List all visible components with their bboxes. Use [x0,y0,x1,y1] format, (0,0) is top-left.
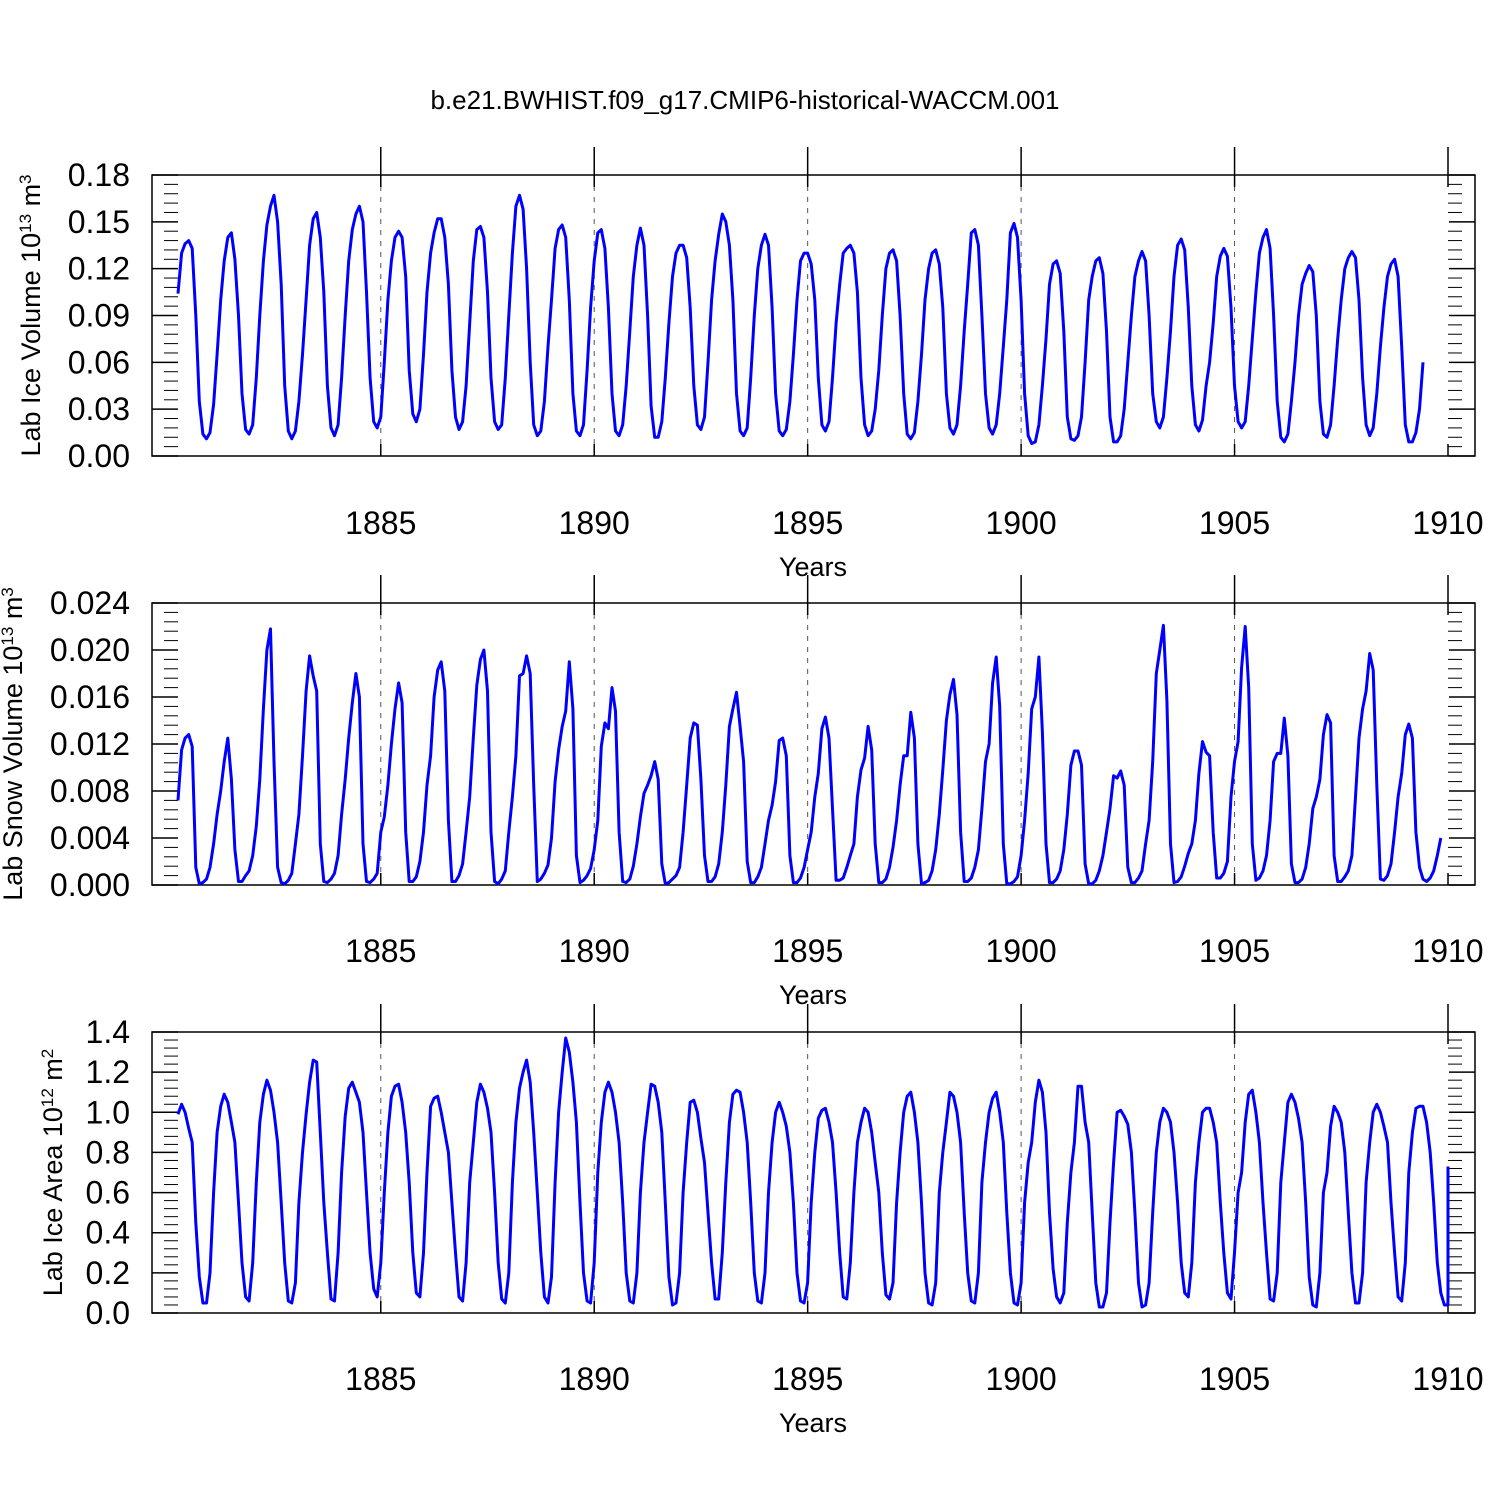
y-axis-label: Lab Ice Volume 1013 m3 [16,174,47,456]
panel-ice-area: 0.0 0.2 0.4 0.6 0.8 1.0 1.2 1.4 1885 1890 1895 1900… [38,1004,1484,1438]
x-tick-label: 1895 [772,505,843,541]
panel-ice-volume: 0.00 0.03 0.06 0.09 0.12 0.15 0.18 1885 1890 1895… [16,147,1484,582]
plot-frame [151,602,1476,886]
panel-snow-volume: 0.000 0.004 0.008 0.012 0.016 0.020 0.024 1885 1… [0,575,1484,1010]
x-tick-label: 1895 [772,1361,843,1397]
x-tick-label: 1895 [772,933,843,969]
y-tick-label: 0.06 [68,344,130,380]
y-axis-label: Lab Ice Area 1012 m2 [38,1049,69,1297]
y-axis-label-text: Lab Ice Volume 10 [16,233,46,457]
x-tick-label: 1890 [559,933,630,969]
y-tick-label: 1.4 [86,1014,130,1050]
x-tick-label: 1900 [986,505,1057,541]
x-axis-label: Years [779,1408,847,1438]
y-tick-label: 0.12 [68,251,130,287]
x-tick-label: 1910 [1412,505,1483,541]
y-tick-label: 0.4 [86,1215,130,1251]
y-tick-label: 0.016 [50,679,130,715]
y-tick-label: 0.000 [50,867,130,903]
x-tick-label: 1890 [559,505,630,541]
x-tick-label: 1905 [1199,933,1270,969]
series-line [176,623,1443,886]
x-tick-label: 1910 [1412,1361,1483,1397]
x-axis-label: Years [779,552,847,582]
series-line [176,193,1425,445]
y-tick-label: 0.004 [50,820,130,856]
y-tick-label: 0.012 [50,726,130,762]
plot-frame [151,174,1476,457]
plot-frame [151,1031,1476,1314]
y-tick-label: 0.00 [68,438,130,474]
y-axis-label-text: Lab Snow Volume 10 [0,646,28,901]
x-tick-label: 1905 [1199,505,1270,541]
y-tick-label: 0.0 [86,1295,130,1331]
y-tick-label: 1.2 [86,1054,130,1090]
y-axis-label-exponent: 13 [0,627,17,646]
figure-title: b.e21.BWHIST.f09_g17.CMIP6-historical-WA… [430,85,1059,115]
y-tick-label: 0.6 [86,1175,130,1211]
series-line [176,1036,1450,1309]
y-axis-label-exponent: 13 [16,214,35,233]
x-tick-label: 1885 [345,1361,416,1397]
y-axis-label-text: m [0,597,28,627]
y-tick-label: 0.008 [50,773,130,809]
y-axis-label-text: Lab Ice Area 10 [38,1107,68,1296]
x-tick-label: 1910 [1412,933,1483,969]
y-axis-label-exponent: 3 [16,174,35,183]
y-tick-label: 0.15 [68,204,130,240]
y-tick-label: 1.0 [86,1094,130,1130]
x-tick-label: 1900 [986,1361,1057,1397]
y-axis-label-text: m [38,1058,68,1088]
y-tick-label: 0.024 [50,585,130,621]
y-tick-label: 0.8 [86,1134,130,1170]
x-tick-label: 1885 [345,505,416,541]
y-tick-label: 0.03 [68,391,130,427]
y-tick-label: 0.020 [50,632,130,668]
x-axis-label: Years [779,980,847,1010]
y-axis-label-exponent: 2 [38,1049,57,1058]
y-tick-label: 0.18 [68,157,130,193]
x-tick-label: 1900 [986,933,1057,969]
x-tick-label: 1890 [559,1361,630,1397]
y-axis-label-exponent: 12 [38,1088,57,1107]
y-axis-label: Lab Snow Volume 1013 m3 [0,587,28,901]
y-axis-label-text: m [16,184,46,214]
y-tick-label: 0.2 [86,1255,130,1291]
x-tick-label: 1905 [1199,1361,1270,1397]
y-axis-label-exponent: 3 [0,587,17,596]
x-tick-label: 1885 [345,933,416,969]
y-tick-label: 0.09 [68,298,130,334]
